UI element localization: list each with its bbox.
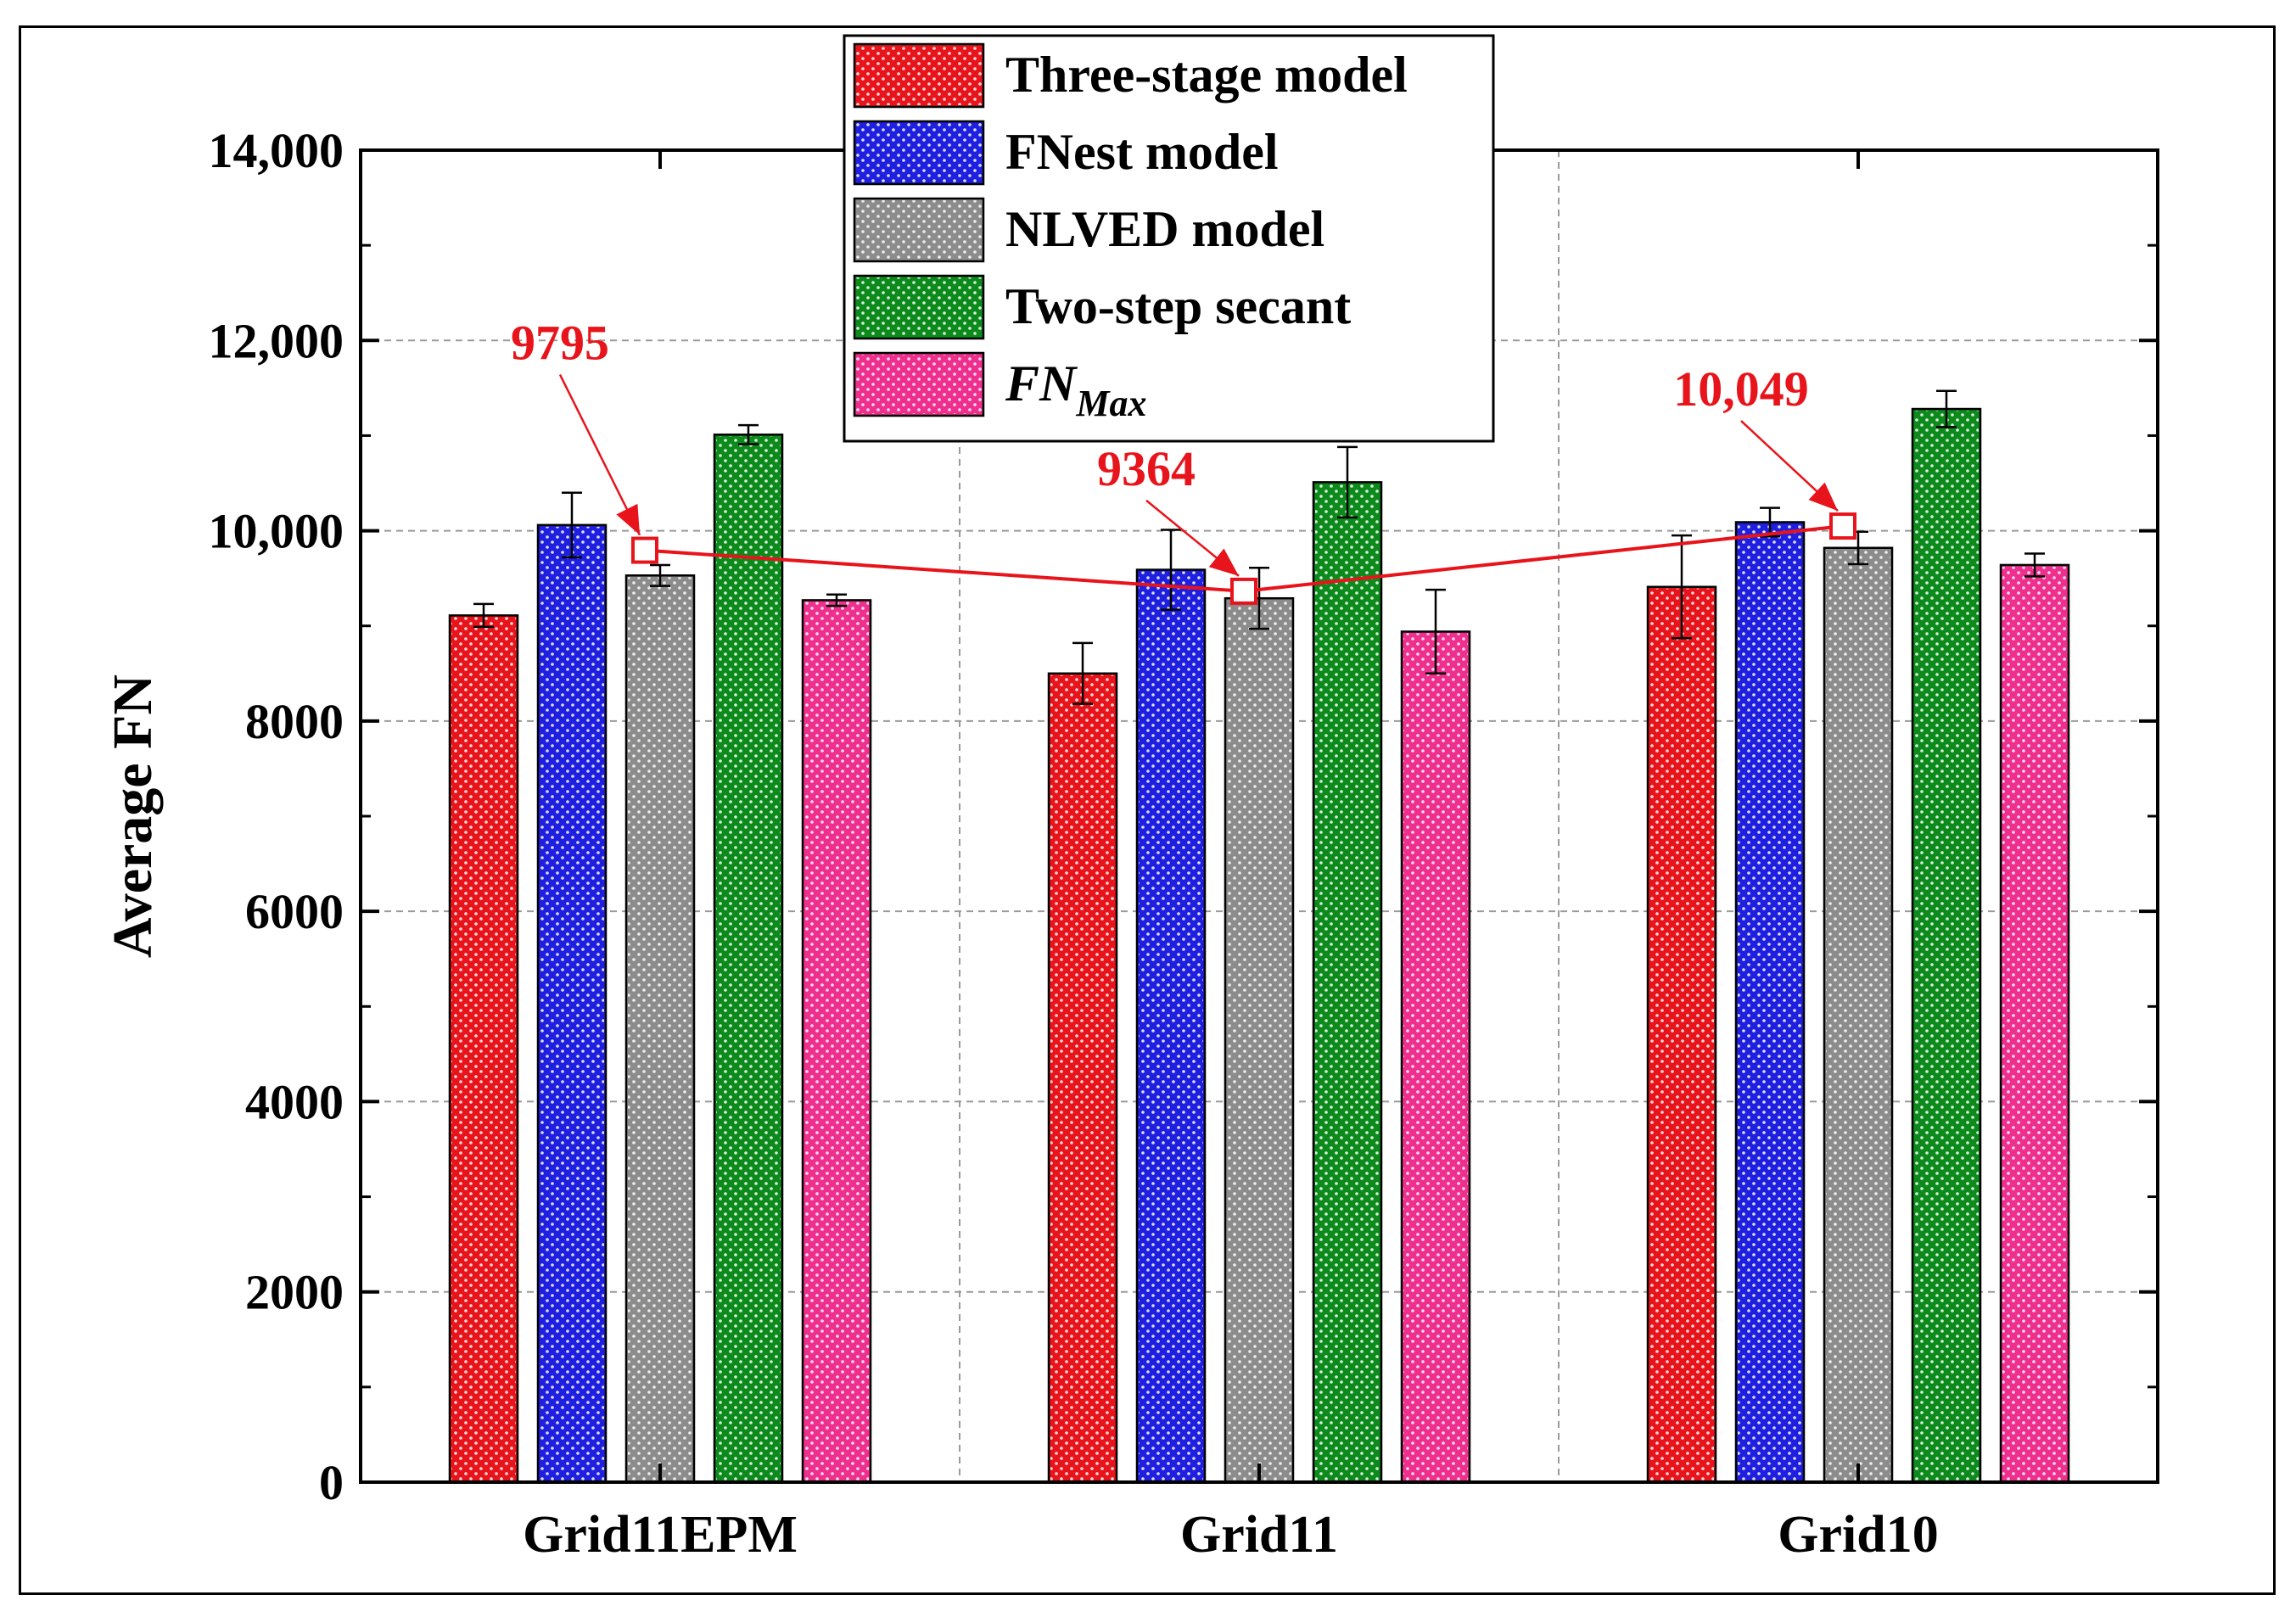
bar-texture xyxy=(2002,566,2067,1480)
y-tick-label: 14,000 xyxy=(209,123,344,178)
legend-label: FNMax xyxy=(1005,355,1146,424)
y-axis-label: Average FN xyxy=(102,674,164,958)
average-line: 9795 9364 10,049 xyxy=(511,316,1856,605)
legend-label-subscript: Max xyxy=(1075,383,1146,424)
y-tick-label: 2000 xyxy=(245,1265,344,1320)
bar-texture xyxy=(1914,411,1979,1480)
annotation-arrowhead xyxy=(616,503,640,535)
legend-label: NLVED model xyxy=(1005,201,1324,257)
y-tick-label: 8000 xyxy=(245,694,344,749)
y-tick-label: 12,000 xyxy=(209,313,344,368)
average-annotation-label: 10,049 xyxy=(1673,361,1809,417)
annotation-arrowhead xyxy=(1208,548,1239,576)
legend-swatch-texture xyxy=(856,46,982,105)
y-tick-label: 6000 xyxy=(245,884,344,939)
bar-texture xyxy=(1826,549,1890,1481)
bar-texture xyxy=(1050,674,1115,1480)
legend-label: Three-stage model xyxy=(1005,47,1408,103)
x-tick-label: Grid11EPM xyxy=(523,1506,798,1564)
legend-label-main: FN xyxy=(1005,355,1078,411)
legend: Three-stage model FNest model NLVED model T… xyxy=(843,34,1495,443)
y-tick-label: 10,000 xyxy=(209,504,344,559)
legend-swatch-texture xyxy=(856,200,982,260)
y-tick-label: 0 xyxy=(319,1455,344,1510)
y-tick-label: 4000 xyxy=(245,1074,344,1129)
bar-texture xyxy=(1139,571,1203,1480)
x-tick-label: Grid10 xyxy=(1778,1506,1938,1564)
average-line-marker xyxy=(631,536,658,564)
bar-texture xyxy=(1649,588,1714,1480)
legend-swatch-texture xyxy=(856,277,982,337)
axes: 0 2000 4000 6000 8000 10,000 12,000 14,000 Grid1… xyxy=(102,123,2159,1564)
bar-texture xyxy=(628,577,692,1480)
average-annotation-label: 9795 xyxy=(511,316,609,371)
legend-swatch-texture xyxy=(856,355,982,414)
bar-texture xyxy=(1227,600,1291,1480)
bar-texture xyxy=(1738,523,1802,1481)
bar-texture xyxy=(1315,484,1380,1480)
bar-texture xyxy=(540,526,604,1481)
average-annotation-label: 9364 xyxy=(1097,441,1196,496)
bar-texture xyxy=(804,602,869,1480)
bar-texture xyxy=(451,617,516,1480)
bars xyxy=(448,389,2070,1484)
legend-swatch-texture xyxy=(856,123,982,182)
average-line-marker xyxy=(1230,577,1257,605)
annotation-arrowhead xyxy=(1808,482,1838,512)
legend-label: FNest model xyxy=(1005,124,1279,180)
x-tick-label: Grid11 xyxy=(1180,1506,1338,1564)
legend-label: Two-step secant xyxy=(1005,278,1351,334)
figure-frame xyxy=(19,25,2276,1595)
bar-texture xyxy=(716,436,781,1480)
annotation-arrow xyxy=(558,374,641,536)
average-line-marker xyxy=(1829,512,1856,540)
bar-texture xyxy=(1403,633,1468,1480)
